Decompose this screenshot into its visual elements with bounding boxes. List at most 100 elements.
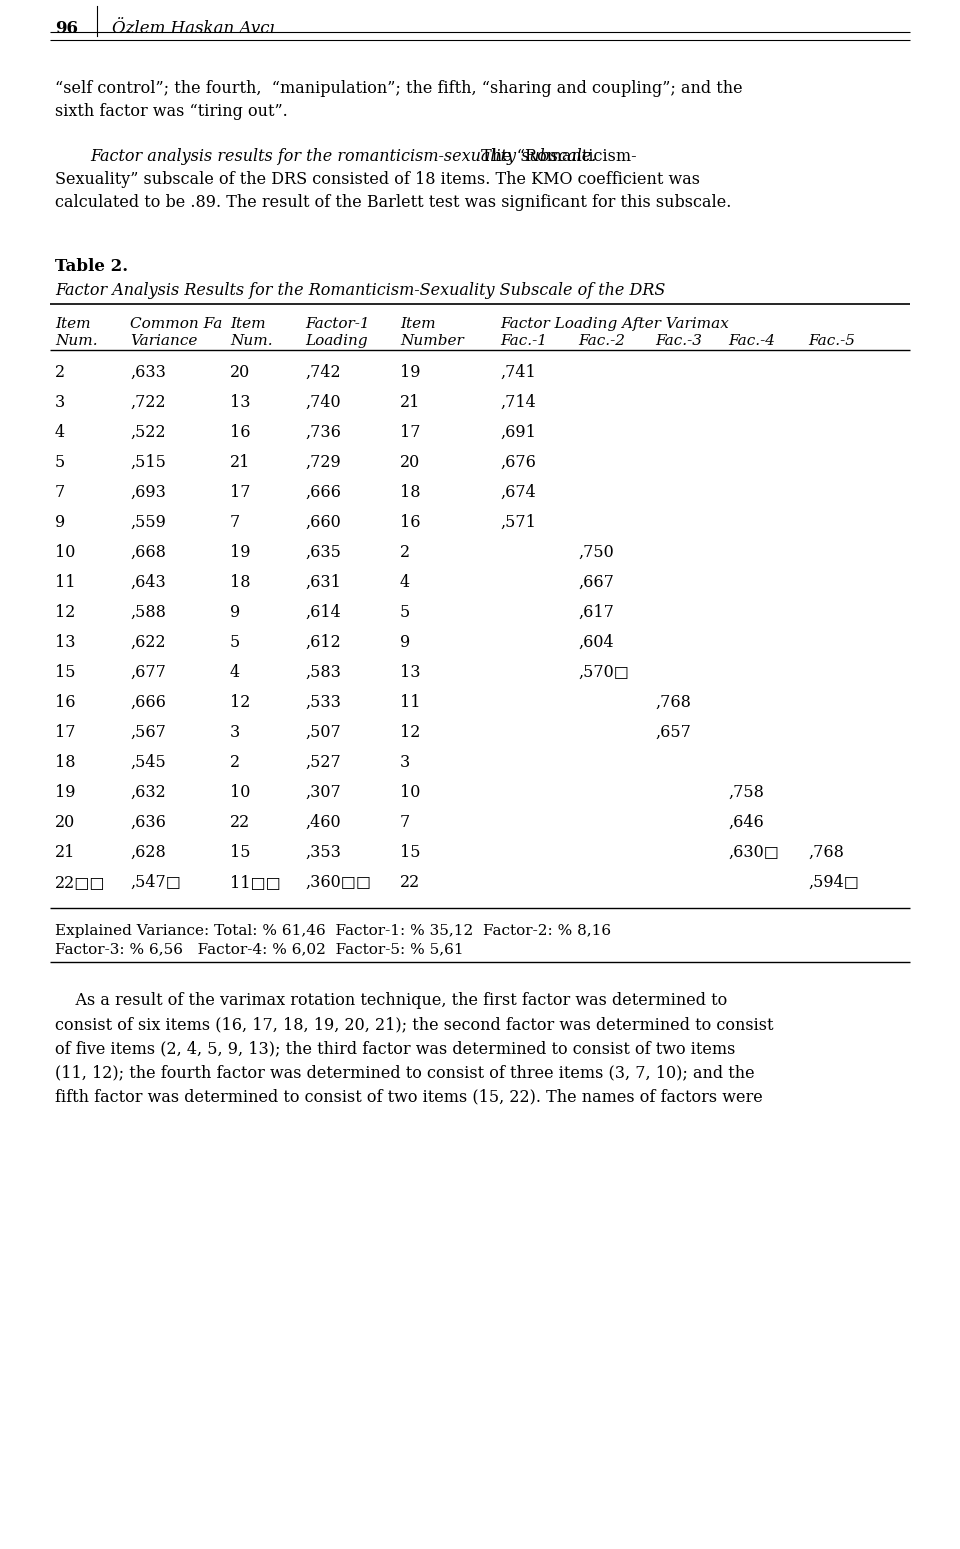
Text: ,677: ,677 [130, 665, 166, 682]
Text: 22: 22 [400, 874, 420, 891]
Text: 3: 3 [400, 754, 410, 771]
Text: 17: 17 [400, 424, 420, 441]
Text: ,691: ,691 [500, 424, 536, 441]
Text: Num.: Num. [55, 335, 98, 349]
Text: 22□□: 22□□ [55, 874, 106, 891]
Text: Common Fa: Common Fa [130, 318, 223, 331]
Text: ,515: ,515 [130, 454, 166, 471]
Text: Factor Analysis Results for the Romanticism-Sexuality Subscale of the DRS: Factor Analysis Results for the Romantic… [55, 282, 665, 299]
Text: 9: 9 [55, 514, 65, 531]
Text: 11: 11 [55, 575, 76, 592]
Text: Fac.-1: Fac.-1 [500, 335, 547, 349]
Text: 18: 18 [230, 575, 251, 592]
Text: 20: 20 [230, 364, 251, 381]
Text: ,460: ,460 [305, 815, 341, 830]
Text: 20: 20 [400, 454, 420, 471]
Text: 13: 13 [230, 393, 251, 410]
Text: ,614: ,614 [305, 604, 341, 621]
Text: 15: 15 [230, 844, 251, 861]
Text: ,545: ,545 [130, 754, 166, 771]
Text: As a result of the varimax rotation technique, the first factor was determined t: As a result of the varimax rotation tech… [55, 991, 728, 1008]
Text: Variance: Variance [130, 335, 198, 349]
Text: ,636: ,636 [130, 815, 166, 830]
Text: 18: 18 [400, 483, 420, 500]
Text: ,617: ,617 [578, 604, 613, 621]
Text: ,588: ,588 [130, 604, 166, 621]
Text: 2: 2 [400, 544, 410, 561]
Text: consist of six items (16, 17, 18, 19, 20, 21); the second factor was determined : consist of six items (16, 17, 18, 19, 20… [55, 1016, 774, 1033]
Text: 15: 15 [55, 665, 76, 682]
Text: ,666: ,666 [305, 483, 341, 500]
Text: Item: Item [55, 318, 90, 331]
Text: 21: 21 [400, 393, 420, 410]
Text: Num.: Num. [230, 335, 273, 349]
Text: 17: 17 [55, 723, 76, 740]
Text: 21: 21 [230, 454, 251, 471]
Text: 17: 17 [230, 483, 251, 500]
Text: ,635: ,635 [305, 544, 341, 561]
Text: ,583: ,583 [305, 665, 341, 682]
Text: Factor-3: % 6,56   Factor-4: % 6,02  Factor-5: % 5,61: Factor-3: % 6,56 Factor-4: % 6,02 Factor… [55, 942, 464, 956]
Text: 18: 18 [55, 754, 76, 771]
Text: Factor Loading After Varimax: Factor Loading After Varimax [500, 318, 729, 331]
Text: Number: Number [400, 335, 464, 349]
Text: 12: 12 [400, 723, 420, 740]
Text: 9: 9 [230, 604, 240, 621]
Text: Özlem Haskan Avcı: Özlem Haskan Avcı [112, 20, 275, 37]
Text: ,632: ,632 [130, 784, 166, 801]
Text: ,527: ,527 [305, 754, 341, 771]
Text: ,633: ,633 [130, 364, 166, 381]
Text: ,360□□: ,360□□ [305, 874, 371, 891]
Text: 7: 7 [400, 815, 410, 830]
Text: 2: 2 [55, 364, 65, 381]
Text: sixth factor was “tiring out”.: sixth factor was “tiring out”. [55, 102, 288, 119]
Text: 9: 9 [400, 634, 410, 651]
Text: ,714: ,714 [500, 393, 536, 410]
Text: Fac.-3: Fac.-3 [655, 335, 702, 349]
Text: ,741: ,741 [500, 364, 536, 381]
Text: 19: 19 [55, 784, 76, 801]
Text: ,668: ,668 [130, 544, 166, 561]
Text: ,666: ,666 [130, 694, 166, 711]
Text: ,729: ,729 [305, 454, 341, 471]
Text: 19: 19 [230, 544, 251, 561]
Text: 4: 4 [55, 424, 65, 441]
Text: ,533: ,533 [305, 694, 341, 711]
Text: 12: 12 [55, 604, 76, 621]
Text: Factor analysis results for the romanticism-sexuality subscale.: Factor analysis results for the romantic… [90, 149, 596, 166]
Text: 11□□: 11□□ [230, 874, 280, 891]
Text: ,507: ,507 [305, 723, 341, 740]
Text: ,646: ,646 [728, 815, 764, 830]
Text: 22: 22 [230, 815, 251, 830]
Text: 19: 19 [400, 364, 420, 381]
Text: 21: 21 [55, 844, 76, 861]
Text: ,622: ,622 [130, 634, 166, 651]
Text: ,768: ,768 [655, 694, 691, 711]
Text: ,594□: ,594□ [808, 874, 859, 891]
Text: of five items (2, 4, 5, 9, 13); the third factor was determined to consist of tw: of five items (2, 4, 5, 9, 13); the thir… [55, 1039, 735, 1056]
Text: 3: 3 [230, 723, 240, 740]
Text: ,693: ,693 [130, 483, 166, 500]
Text: ,657: ,657 [655, 723, 691, 740]
Text: ,570□: ,570□ [578, 665, 629, 682]
Text: Loading: Loading [305, 335, 368, 349]
Text: 12: 12 [230, 694, 251, 711]
Text: 5: 5 [230, 634, 240, 651]
Text: 11: 11 [400, 694, 420, 711]
Text: 13: 13 [55, 634, 76, 651]
Text: 4: 4 [400, 575, 410, 592]
Text: ,353: ,353 [305, 844, 341, 861]
Text: ,722: ,722 [130, 393, 166, 410]
Text: ,758: ,758 [728, 784, 764, 801]
Text: 13: 13 [400, 665, 420, 682]
Text: 4: 4 [230, 665, 240, 682]
Text: ,571: ,571 [500, 514, 536, 531]
Text: 7: 7 [55, 483, 65, 500]
Text: Table 2.: Table 2. [55, 259, 128, 276]
Text: The “Romanticism-: The “Romanticism- [476, 149, 636, 166]
Text: Fac.-5: Fac.-5 [808, 335, 855, 349]
Text: 5: 5 [400, 604, 410, 621]
Text: ,660: ,660 [305, 514, 341, 531]
Text: “self control”; the fourth,  “manipulation”; the fifth, “sharing and coupling”; : “self control”; the fourth, “manipulatio… [55, 81, 743, 98]
Text: 20: 20 [55, 815, 75, 830]
